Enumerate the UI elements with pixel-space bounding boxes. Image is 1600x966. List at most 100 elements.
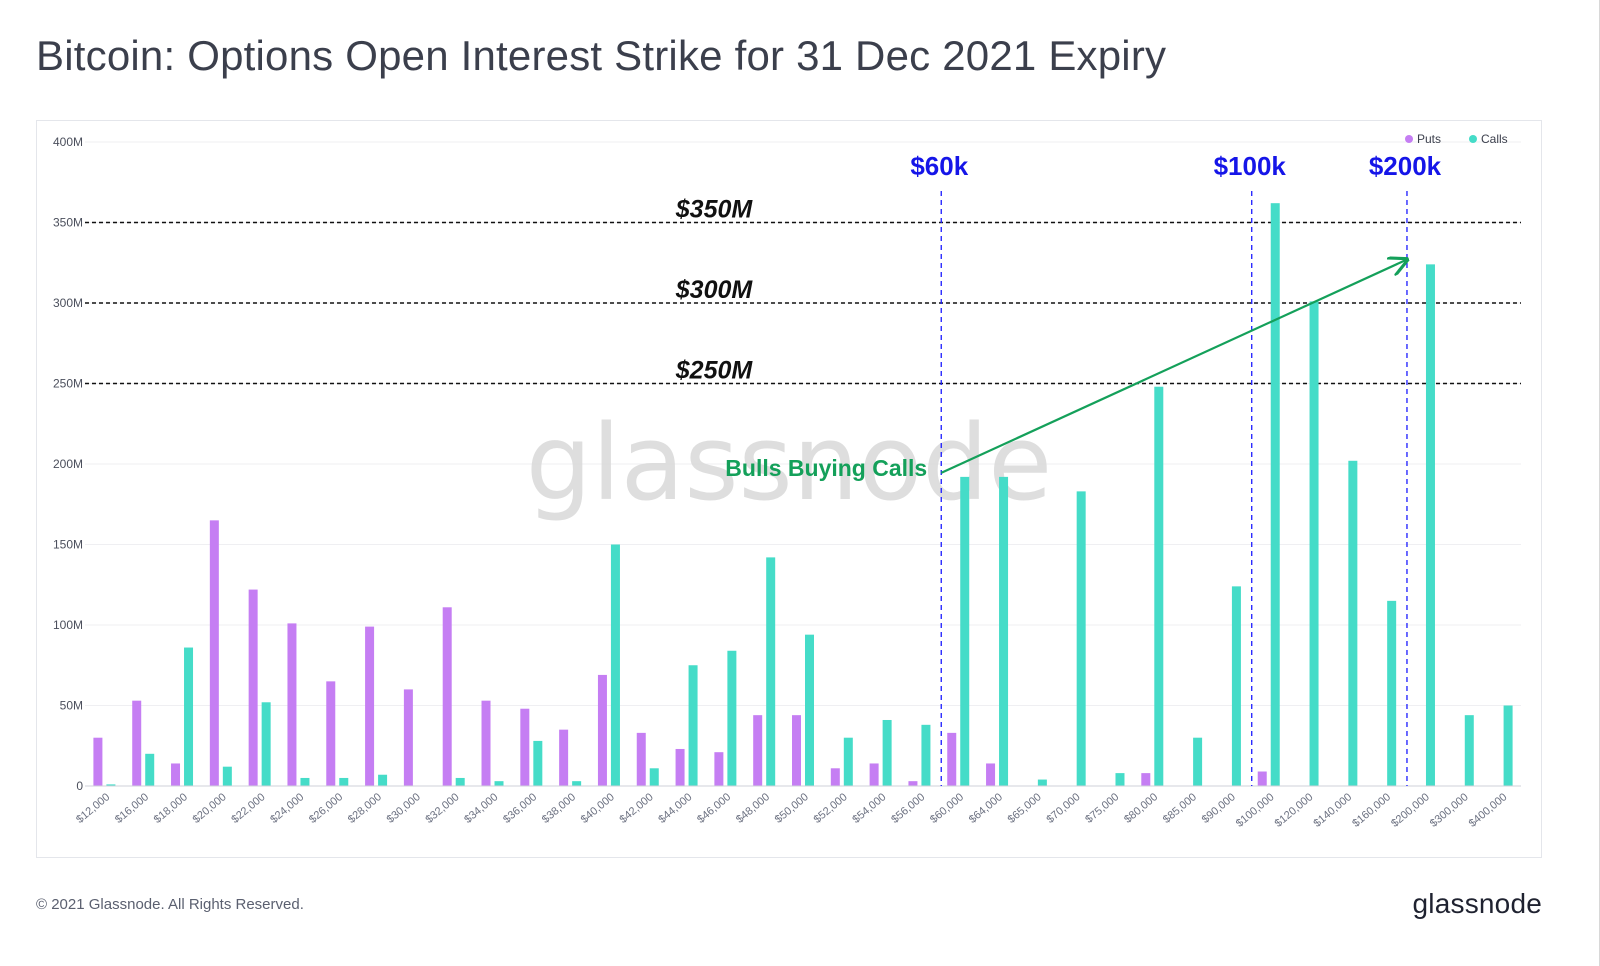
- bar-calls[interactable]: [261, 702, 271, 786]
- bar-calls[interactable]: [1503, 705, 1513, 787]
- bar-puts[interactable]: [326, 681, 336, 786]
- bar-calls[interactable]: [1464, 715, 1474, 786]
- chart-frame: 0 50M 100M 150M 200M 250M 300M 350M 400M glassnod…: [36, 120, 1542, 858]
- bar-calls[interactable]: [805, 634, 814, 786]
- bar-calls[interactable]: [222, 766, 232, 786]
- bar-puts[interactable]: [636, 732, 646, 786]
- vline-label: $100k: [1214, 151, 1287, 181]
- bar-calls[interactable]: [766, 557, 776, 786]
- bar-puts[interactable]: [520, 708, 530, 786]
- bar-calls[interactable]: [145, 753, 155, 786]
- x-tick-label: $100,000: [1234, 791, 1277, 830]
- bar-puts[interactable]: [442, 607, 452, 786]
- x-tick-label: $24,000: [268, 791, 306, 826]
- bar-puts[interactable]: [947, 732, 957, 786]
- bar-puts[interactable]: [714, 752, 724, 786]
- bar-puts[interactable]: [1141, 773, 1151, 786]
- y-tick-label: 350M: [53, 216, 83, 230]
- bar-calls[interactable]: [960, 476, 970, 786]
- bar-puts[interactable]: [986, 763, 996, 786]
- bar-calls[interactable]: [455, 777, 465, 786]
- bar-calls[interactable]: [843, 737, 853, 786]
- bar-calls[interactable]: [1037, 779, 1047, 786]
- y-tick-label: 200M: [53, 457, 83, 471]
- page-title: Bitcoin: Options Open Interest Strike fo…: [36, 32, 1167, 79]
- bar-calls[interactable]: [533, 740, 543, 786]
- bar-calls[interactable]: [1193, 737, 1203, 786]
- bar-calls[interactable]: [1231, 586, 1241, 786]
- bar-calls[interactable]: [610, 544, 620, 787]
- bar-puts[interactable]: [365, 626, 375, 786]
- bar-puts[interactable]: [908, 781, 918, 786]
- bar-puts[interactable]: [287, 623, 297, 786]
- bar-calls[interactable]: [1154, 386, 1164, 786]
- bar-calls[interactable]: [572, 781, 582, 786]
- bar-calls[interactable]: [1115, 773, 1125, 786]
- x-tick-label: $16,000: [113, 791, 151, 826]
- bar-puts[interactable]: [869, 763, 879, 786]
- bar-puts[interactable]: [597, 674, 607, 786]
- bar-puts[interactable]: [93, 737, 103, 786]
- bar-calls[interactable]: [727, 650, 737, 786]
- bar-calls[interactable]: [300, 777, 310, 786]
- bar-puts[interactable]: [792, 715, 801, 786]
- x-tick-label: $46,000: [695, 791, 733, 826]
- x-tick-label: $40,000: [579, 791, 617, 826]
- bar-calls[interactable]: [882, 719, 892, 786]
- bar-puts[interactable]: [481, 700, 491, 786]
- bar-puts[interactable]: [830, 768, 840, 786]
- bar-puts[interactable]: [403, 689, 413, 786]
- x-tick-label: $140,000: [1311, 791, 1354, 830]
- x-tick-label: $90,000: [1200, 791, 1238, 826]
- y-tick-label: 100M: [53, 618, 83, 632]
- x-tick-label: $64,000: [967, 791, 1005, 826]
- y-tick-label: 400M: [53, 135, 83, 149]
- x-tick-label: $85,000: [1161, 791, 1199, 826]
- bar-calls[interactable]: [999, 476, 1009, 786]
- glassnode-logo[interactable]: glassnode: [1412, 888, 1542, 919]
- x-tick-label: $70,000: [1044, 791, 1082, 826]
- bar-calls[interactable]: [688, 665, 698, 786]
- x-tick-label: $56,000: [889, 791, 927, 826]
- x-tick-label: $30,000: [385, 791, 423, 826]
- bar-puts[interactable]: [675, 748, 685, 786]
- x-tick-label: $48,000: [734, 791, 772, 826]
- x-tick-label: $50,000: [773, 791, 811, 826]
- x-tick-label: $20,000: [191, 791, 229, 826]
- bar-puts[interactable]: [559, 729, 569, 786]
- bar-puts[interactable]: [132, 700, 142, 786]
- bar-calls[interactable]: [339, 777, 349, 786]
- vline-label: $200k: [1369, 151, 1442, 181]
- bar-calls[interactable]: [106, 784, 116, 786]
- x-tick-label: $34,000: [462, 791, 500, 826]
- bar-calls[interactable]: [649, 768, 659, 786]
- legend-puts-label[interactable]: Puts: [1417, 132, 1441, 146]
- bar-calls[interactable]: [1270, 203, 1280, 786]
- x-tick-label: $38,000: [540, 791, 578, 826]
- x-tick-label: $42,000: [618, 791, 656, 826]
- x-tick-label: $300,000: [1428, 791, 1471, 830]
- bar-calls[interactable]: [921, 724, 931, 786]
- bar-puts[interactable]: [1257, 771, 1267, 786]
- bar-calls[interactable]: [494, 781, 504, 786]
- bar-calls[interactable]: [1425, 264, 1435, 786]
- x-tick-label: $60,000: [928, 791, 966, 826]
- bar-calls[interactable]: [378, 774, 388, 786]
- bar-puts[interactable]: [248, 589, 258, 786]
- x-tick-label: $12,000: [74, 791, 112, 826]
- bar-calls[interactable]: [1309, 301, 1319, 786]
- vline-label: $60k: [910, 151, 968, 181]
- bar-puts[interactable]: [171, 763, 181, 786]
- legend-puts-marker: [1405, 135, 1413, 143]
- bar-puts[interactable]: [209, 520, 219, 786]
- bar-calls[interactable]: [1076, 491, 1086, 786]
- y-tick-label: 50M: [60, 699, 83, 713]
- bar-calls[interactable]: [1348, 460, 1358, 786]
- bar-calls[interactable]: [184, 647, 194, 786]
- bar-chart: 050M100M150M200M250M300M350M400Mglassnod…: [53, 132, 1521, 830]
- x-tick-label: $65,000: [1006, 791, 1044, 826]
- bar-puts[interactable]: [753, 715, 763, 786]
- bar-calls[interactable]: [1387, 600, 1397, 786]
- legend-calls-label[interactable]: Calls: [1481, 132, 1508, 146]
- y-tick-label: 250M: [53, 377, 83, 391]
